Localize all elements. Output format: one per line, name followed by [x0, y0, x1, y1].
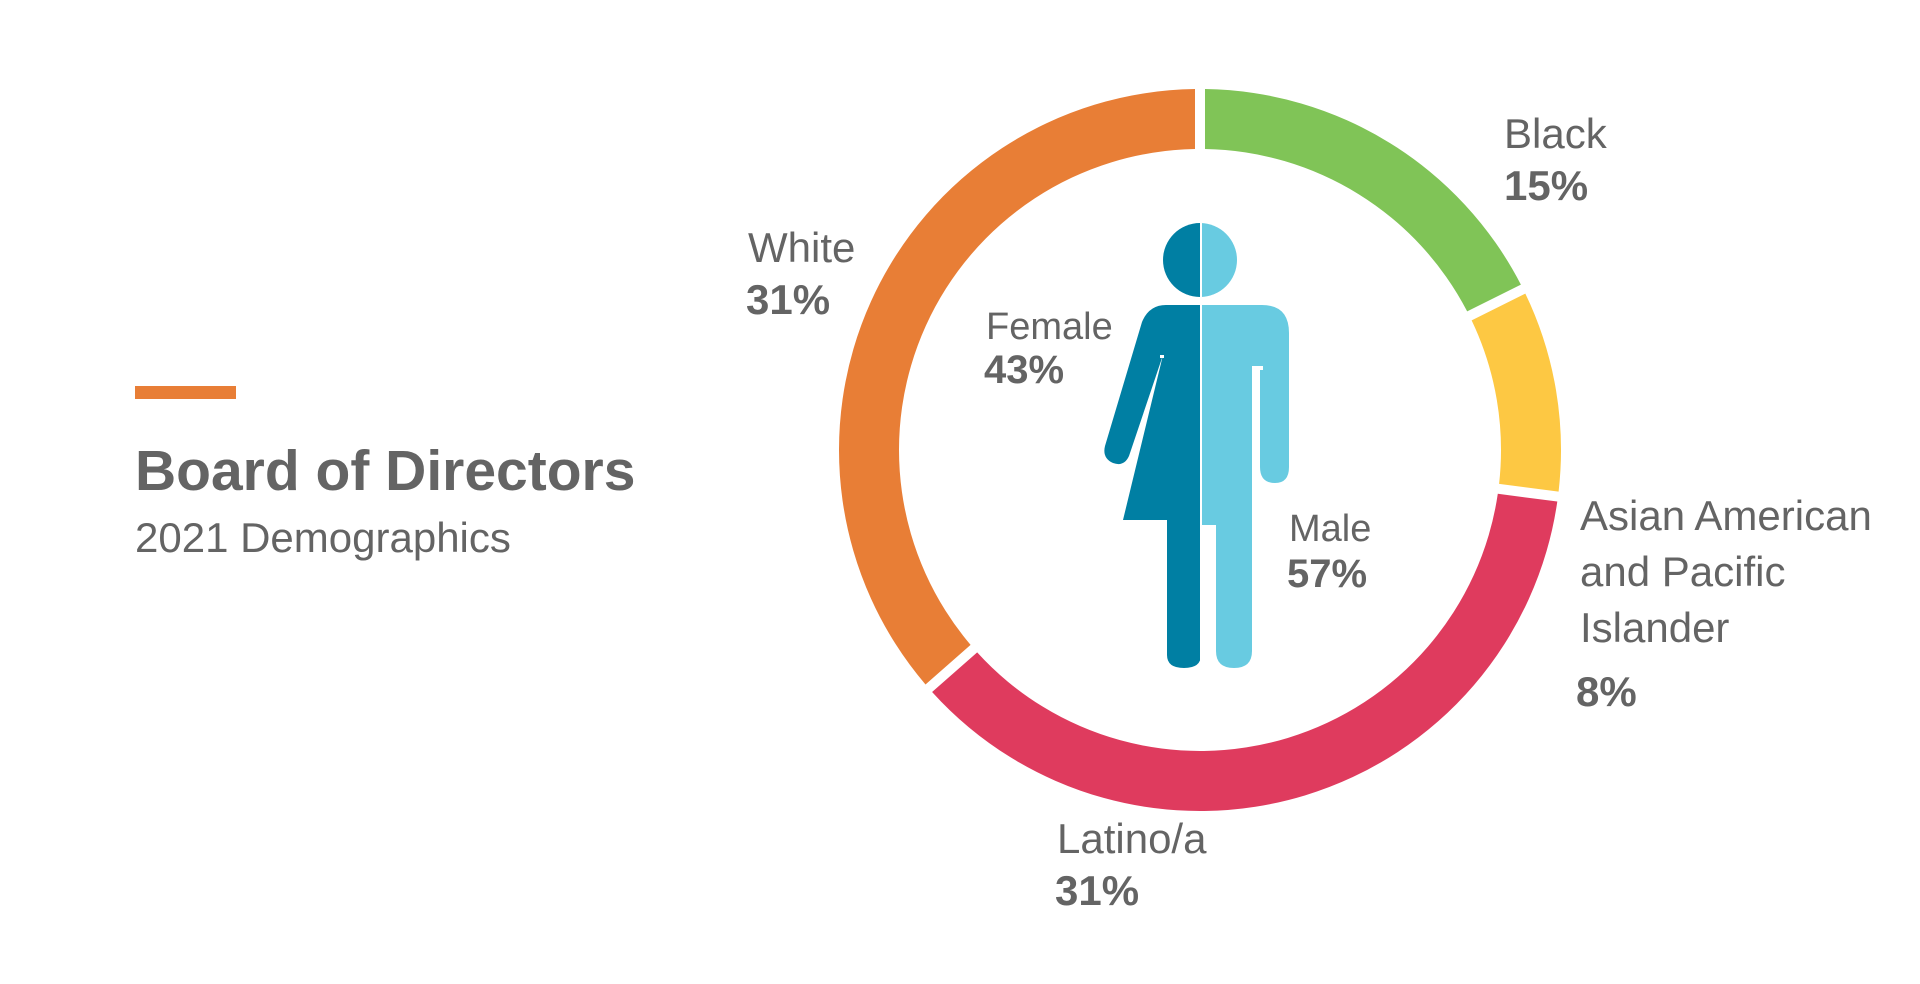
label-latino-value: 31%: [1055, 867, 1139, 914]
title-accent-bar: [135, 386, 236, 399]
label-female: Female 43%: [984, 306, 1113, 392]
label-asian: Asian American and Pacific Islander 8%: [1576, 492, 1872, 715]
label-male-name: Male: [1289, 508, 1371, 550]
female-figure-icon: [1104, 223, 1201, 668]
label-asian-name-line3: Islander: [1580, 604, 1729, 651]
donut-slice-white: [838, 89, 1196, 685]
label-white-name: White: [748, 224, 855, 271]
label-asian-name-line2: and Pacific: [1580, 548, 1785, 595]
donut-slice-asian-american-and-pacific-islander: [1471, 293, 1561, 492]
donut-slice-black: [1204, 89, 1521, 312]
label-female-value: 43%: [984, 348, 1064, 392]
label-female-name: Female: [986, 306, 1113, 348]
label-latino-name: Latino/a: [1057, 815, 1207, 862]
label-black-value: 15%: [1504, 162, 1588, 209]
donut-ring: [838, 89, 1561, 811]
label-latino: Latino/a 31%: [1055, 815, 1207, 914]
label-white-value: 31%: [746, 276, 830, 323]
label-asian-value: 8%: [1576, 668, 1637, 715]
label-asian-name-line1: Asian American: [1580, 492, 1872, 539]
chart-title: Board of Directors: [135, 439, 636, 503]
male-figure-icon: [1201, 223, 1289, 668]
label-male: Male 57%: [1287, 508, 1371, 596]
label-black: Black 15%: [1504, 110, 1608, 209]
label-white: White 31%: [746, 224, 855, 323]
donut-slice-latino-a: [932, 493, 1558, 811]
gender-person-icon: [1104, 220, 1289, 670]
label-black-name: Black: [1504, 110, 1608, 157]
label-male-value: 57%: [1287, 552, 1367, 596]
chart-subtitle: 2021 Demographics: [135, 514, 511, 561]
